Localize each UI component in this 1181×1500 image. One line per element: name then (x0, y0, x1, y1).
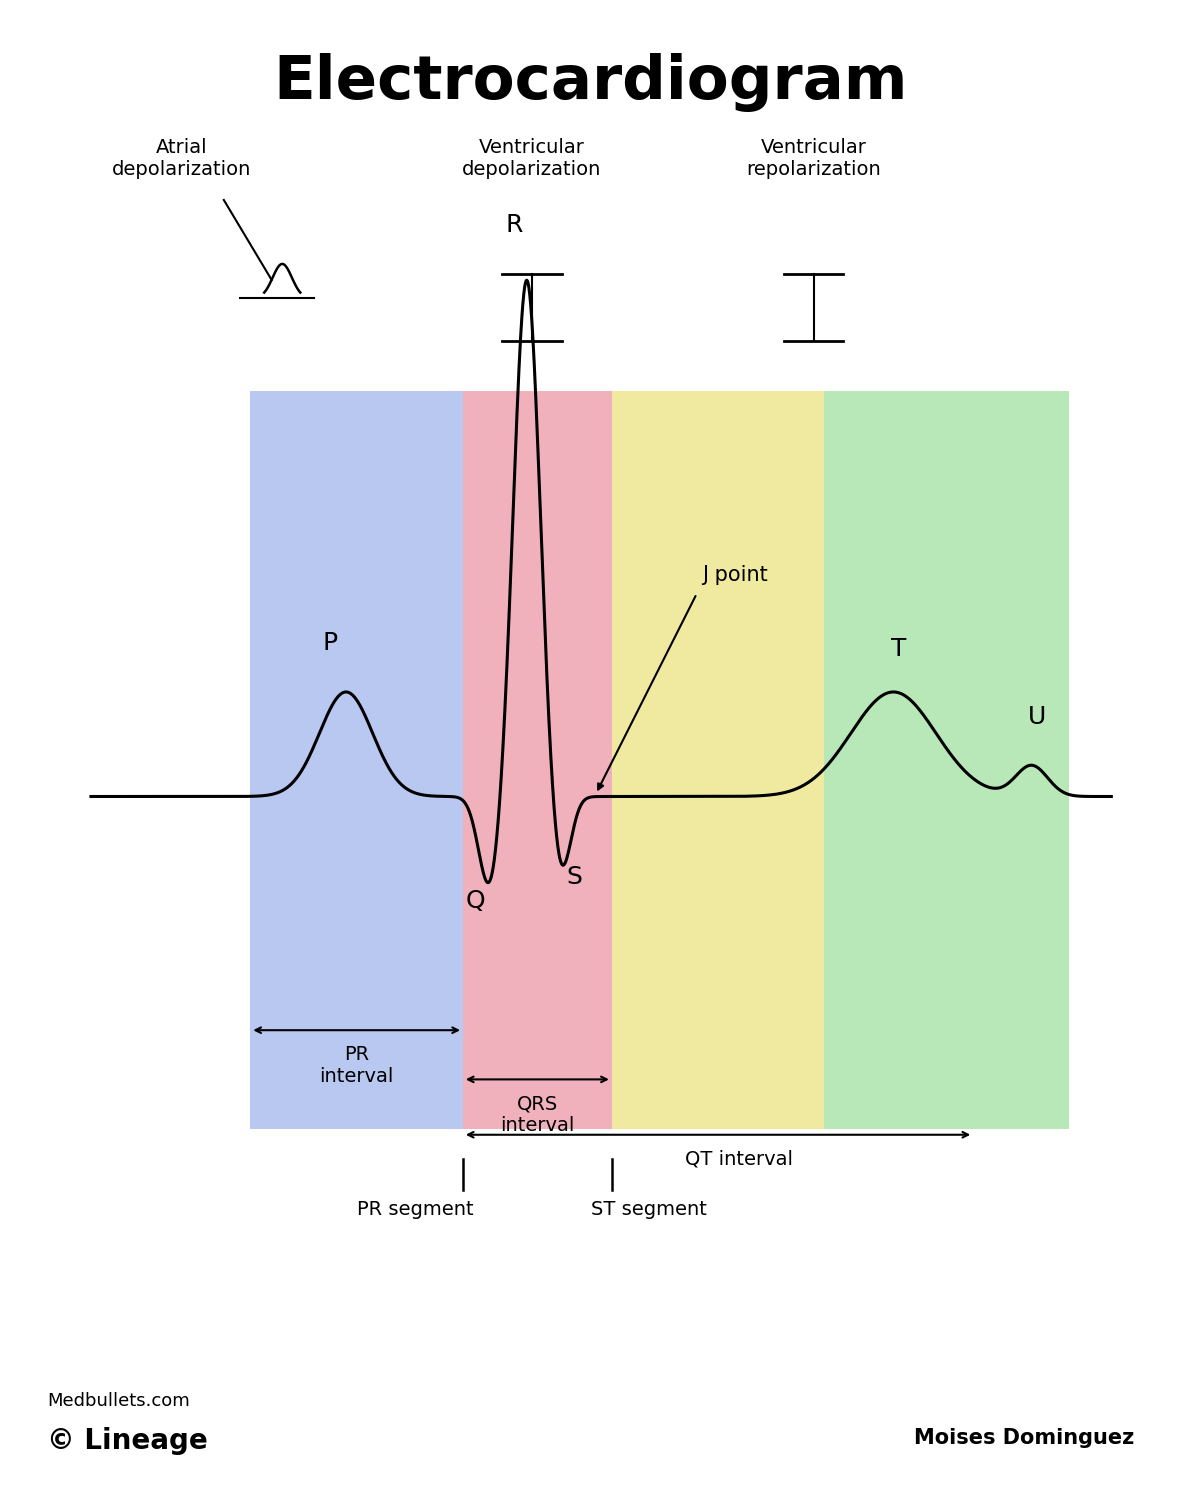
Text: J point: J point (702, 566, 768, 585)
Text: Ventricular
repolarization: Ventricular repolarization (746, 138, 881, 180)
Text: Medbullets.com: Medbullets.com (47, 1392, 190, 1410)
Text: QRS
interval: QRS interval (501, 1094, 574, 1136)
Text: Electrocardiogram: Electrocardiogram (273, 53, 908, 111)
Text: Atrial
depolarization: Atrial depolarization (111, 138, 252, 180)
Text: PR segment: PR segment (357, 1200, 474, 1219)
Text: U: U (1027, 705, 1046, 729)
Text: PR
interval: PR interval (320, 1046, 393, 1086)
Text: QT interval: QT interval (685, 1149, 794, 1168)
Text: T: T (890, 638, 907, 662)
Text: P: P (322, 632, 338, 656)
Text: Q: Q (465, 890, 485, 914)
Text: S: S (567, 864, 582, 888)
Text: Ventricular
depolarization: Ventricular depolarization (462, 138, 602, 180)
Bar (612, 390, 824, 1128)
Text: Moises Dominguez: Moises Dominguez (914, 1428, 1134, 1448)
Text: © Lineage: © Lineage (47, 1426, 208, 1455)
Bar (463, 390, 612, 1128)
Bar (824, 390, 1069, 1128)
Text: R: R (505, 213, 523, 237)
Bar (250, 390, 463, 1128)
Text: ST segment: ST segment (590, 1200, 707, 1219)
